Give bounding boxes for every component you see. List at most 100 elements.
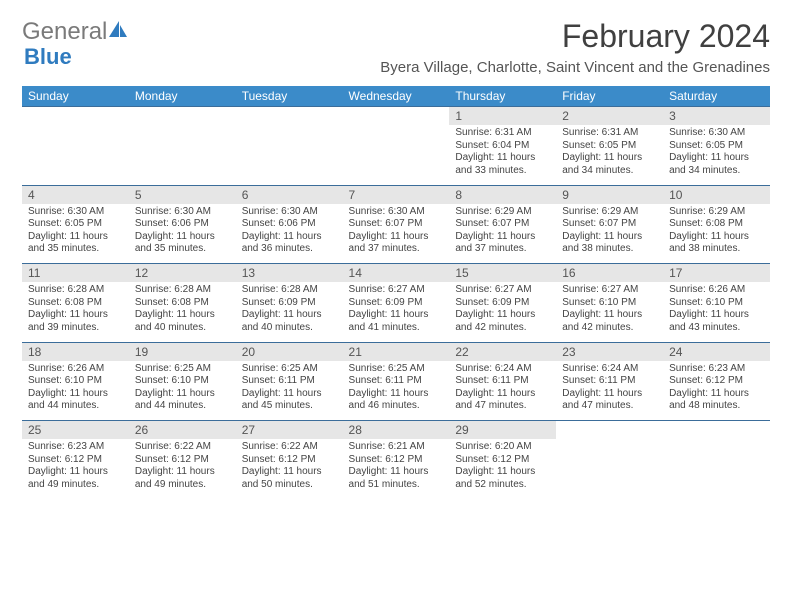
- day-details-cell: Sunrise: 6:30 AMSunset: 6:05 PMDaylight:…: [22, 204, 129, 264]
- weekday-header: Sunday: [22, 86, 129, 107]
- sunrise-line: Sunrise: 6:25 AM: [135, 363, 211, 374]
- sunset-line: Sunset: 6:09 PM: [455, 297, 529, 308]
- day-details-cell: Sunrise: 6:30 AMSunset: 6:05 PMDaylight:…: [663, 125, 770, 185]
- day-number-cell: 16: [556, 264, 663, 283]
- sunrise-line: Sunrise: 6:31 AM: [562, 127, 638, 138]
- day-details-cell: Sunrise: 6:24 AMSunset: 6:11 PM Daylight:…: [556, 361, 663, 421]
- day-details-cell: Sunrise: 6:28 AMSunset: 6:08 PMDaylight:…: [129, 282, 236, 342]
- sunset-line: Sunset: 6:08 PM: [669, 218, 743, 229]
- daylight-line: Daylight: 11 hours and 45 minutes.: [242, 388, 322, 412]
- day-number-cell: 4: [22, 185, 129, 204]
- day-number-cell: 12: [129, 264, 236, 283]
- day-number-cell: 26: [129, 421, 236, 440]
- sunrise-line: Sunrise: 6:27 AM: [349, 284, 425, 295]
- day-details-cell: Sunrise: 6:31 AMSunset: 6:05 PMDaylight:…: [556, 125, 663, 185]
- daylight-line: Daylight: 11 hours and 40 minutes.: [135, 309, 215, 333]
- sunset-line: Sunset: 6:07 PM: [562, 218, 636, 229]
- day-number-cell: 28: [343, 421, 450, 440]
- daylight-line: Daylight: 11 hours and 42 minutes.: [562, 309, 642, 333]
- sunrise-line: Sunrise: 6:28 AM: [135, 284, 211, 295]
- sunset-line: Sunset: 6:12 PM: [349, 454, 423, 465]
- day-details-cell: [236, 125, 343, 185]
- day-number-row: 45678910: [22, 185, 770, 204]
- day-details-cell: Sunrise: 6:25 AMSunset: 6:11 PMDaylight:…: [236, 361, 343, 421]
- sunset-line: Sunset: 6:11 PM: [349, 375, 422, 386]
- day-details-cell: Sunrise: 6:29 AMSunset: 6:07 PM Daylight:…: [449, 204, 556, 264]
- day-details-cell: Sunrise: 6:30 AMSunset: 6:07 PMDaylight:…: [343, 204, 450, 264]
- day-number-cell: 14: [343, 264, 450, 283]
- daylight-line: Daylight: 11 hours and 37 minutes.: [349, 231, 429, 255]
- day-details-cell: [343, 125, 450, 185]
- sunset-line: Sunset: 6:10 PM: [135, 375, 209, 386]
- calendar-page: General February 2024 Byera Village, Cha…: [0, 0, 792, 517]
- sunrise-line: Sunrise: 6:30 AM: [242, 206, 318, 217]
- sunrise-line: Sunrise: 6:22 AM: [242, 441, 318, 452]
- daylight-line: Daylight: 11 hours and 43 minutes.: [669, 309, 749, 333]
- sunset-line: Sunset: 6:11 PM: [562, 375, 635, 386]
- day-number-cell: 6: [236, 185, 343, 204]
- sunrise-line: Sunrise: 6:29 AM: [455, 206, 531, 217]
- sunrise-line: Sunrise: 6:21 AM: [349, 441, 425, 452]
- daylight-line: Daylight: 11 hours and 38 minutes.: [669, 231, 749, 255]
- sunrise-line: Sunrise: 6:27 AM: [455, 284, 531, 295]
- sunrise-line: Sunrise: 6:25 AM: [349, 363, 425, 374]
- weekday-header-row: SundayMondayTuesdayWednesdayThursdayFrid…: [22, 86, 770, 107]
- daylight-line: Daylight: 11 hours and 39 minutes.: [28, 309, 108, 333]
- sunrise-line: Sunrise: 6:30 AM: [669, 127, 745, 138]
- daylight-line: Daylight: 11 hours and 35 minutes.: [135, 231, 215, 255]
- sunset-line: Sunset: 6:12 PM: [135, 454, 209, 465]
- header: General February 2024 Byera Village, Cha…: [22, 18, 770, 76]
- weekday-header: Saturday: [663, 86, 770, 107]
- day-details-cell: Sunrise: 6:23 AMSunset: 6:12 PMDaylight:…: [663, 361, 770, 421]
- day-number-row: 123: [22, 107, 770, 126]
- day-number-cell: 17: [663, 264, 770, 283]
- daylight-line: Daylight: 11 hours and 50 minutes.: [242, 466, 322, 490]
- weekday-header: Monday: [129, 86, 236, 107]
- daylight-line: Daylight: 11 hours and 46 minutes.: [349, 388, 429, 412]
- sunset-line: Sunset: 6:06 PM: [135, 218, 209, 229]
- day-details-cell: Sunrise: 6:21 AMSunset: 6:12 PMDaylight:…: [343, 439, 450, 499]
- sunrise-line: Sunrise: 6:24 AM: [562, 363, 638, 374]
- day-details-cell: Sunrise: 6:26 AMSunset: 6:10 PMDaylight:…: [22, 361, 129, 421]
- sunrise-line: Sunrise: 6:26 AM: [669, 284, 745, 295]
- day-number-cell: [663, 421, 770, 440]
- sunset-line: Sunset: 6:10 PM: [562, 297, 636, 308]
- daylight-line: Daylight: 11 hours and 37 minutes.: [455, 231, 535, 255]
- day-number-cell: 15: [449, 264, 556, 283]
- day-number-cell: 7: [343, 185, 450, 204]
- day-number-row: 18192021222324: [22, 342, 770, 361]
- sunset-line: Sunset: 6:10 PM: [28, 375, 102, 386]
- daylight-line: Daylight: 11 hours and 42 minutes.: [455, 309, 535, 333]
- day-details-cell: Sunrise: 6:28 AMSunset: 6:08 PMDaylight:…: [22, 282, 129, 342]
- day-details-row: Sunrise: 6:30 AMSunset: 6:05 PMDaylight:…: [22, 204, 770, 264]
- sunset-line: Sunset: 6:11 PM: [455, 375, 528, 386]
- sunset-line: Sunset: 6:06 PM: [242, 218, 316, 229]
- title-block: February 2024 Byera Village, Charlotte, …: [380, 18, 770, 76]
- day-number-cell: [343, 107, 450, 126]
- day-number-cell: 13: [236, 264, 343, 283]
- daylight-line: Daylight: 11 hours and 38 minutes.: [562, 231, 642, 255]
- day-number-cell: 24: [663, 342, 770, 361]
- sunset-line: Sunset: 6:07 PM: [455, 218, 529, 229]
- sunrise-line: Sunrise: 6:27 AM: [562, 284, 638, 295]
- brand-part2: Blue: [24, 44, 72, 70]
- sunset-line: Sunset: 6:08 PM: [28, 297, 102, 308]
- day-details-cell: [129, 125, 236, 185]
- daylight-line: Daylight: 11 hours and 36 minutes.: [242, 231, 322, 255]
- sunrise-line: Sunrise: 6:26 AM: [28, 363, 104, 374]
- day-number-cell: 11: [22, 264, 129, 283]
- day-number-cell: 18: [22, 342, 129, 361]
- day-details-cell: [663, 439, 770, 499]
- day-details-cell: Sunrise: 6:26 AMSunset: 6:10 PMDaylight:…: [663, 282, 770, 342]
- day-number-row: 2526272829: [22, 421, 770, 440]
- day-number-cell: 8: [449, 185, 556, 204]
- day-number-cell: 23: [556, 342, 663, 361]
- sunset-line: Sunset: 6:12 PM: [242, 454, 316, 465]
- day-number-cell: [236, 107, 343, 126]
- sunrise-line: Sunrise: 6:23 AM: [669, 363, 745, 374]
- sunrise-line: Sunrise: 6:29 AM: [562, 206, 638, 217]
- weekday-header: Friday: [556, 86, 663, 107]
- daylight-line: Daylight: 11 hours and 44 minutes.: [135, 388, 215, 412]
- day-number-cell: 20: [236, 342, 343, 361]
- daylight-line: Daylight: 11 hours and 47 minutes.: [562, 388, 642, 412]
